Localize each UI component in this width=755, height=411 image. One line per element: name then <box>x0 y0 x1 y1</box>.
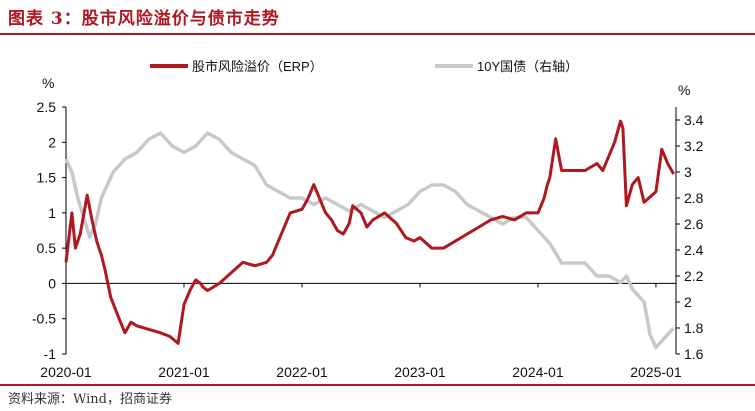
left-tick-label: 0.5 <box>37 240 57 256</box>
right-tick-label: 2.4 <box>684 242 704 258</box>
source-note: 资料来源：Wind，招商证券 <box>8 392 172 407</box>
title-rule <box>0 33 755 35</box>
x-tick-label: 2024-01 <box>512 364 564 380</box>
right-tick-label: 2.8 <box>684 190 704 206</box>
left-tick-label: 2 <box>48 134 56 150</box>
right-tick-label: 1.6 <box>684 346 704 362</box>
x-tick-label: 2021-01 <box>158 364 210 380</box>
left-tick-label: 1.5 <box>37 170 57 186</box>
chart-title: 图表 3：股市风险溢价与债市走势 <box>8 9 280 29</box>
right-tick-label: 2.6 <box>684 216 704 232</box>
x-tick-label: 2020-01 <box>40 364 92 380</box>
left-tick-label: 0 <box>48 275 56 291</box>
chart: 股市风险溢价（ERP） 10Y国债（右轴） % % 2.5 2 1.5 1 0.5 0 -0… <box>32 59 704 380</box>
bond-10y-series-line <box>64 131 675 350</box>
right-tick-label: 1.8 <box>684 320 704 336</box>
left-tick-label: 2.5 <box>37 99 57 115</box>
right-tick-label: 3.4 <box>684 112 704 128</box>
legend-label-10y: 10Y国债（右轴） <box>477 59 578 74</box>
left-tick-label: -0.5 <box>32 311 56 327</box>
right-tick-label: 2.2 <box>684 268 704 284</box>
x-tick-label: 2023-01 <box>394 364 446 380</box>
x-tick-label: 2022-01 <box>276 364 328 380</box>
left-tick-label: 1 <box>48 205 56 221</box>
right-tick-label: 2 <box>684 294 692 310</box>
legend-label-erp: 股市风险溢价（ERP） <box>192 59 323 74</box>
erp-series-line <box>64 119 675 345</box>
x-tick-label: 2025-01 <box>630 364 682 380</box>
left-axis-unit: % <box>42 75 54 91</box>
right-axis-unit: % <box>678 82 690 98</box>
right-tick-label: 3.2 <box>684 138 704 154</box>
left-tick-label: -1 <box>44 346 57 362</box>
right-tick-label: 3 <box>684 164 692 180</box>
footer-rule <box>0 384 755 386</box>
